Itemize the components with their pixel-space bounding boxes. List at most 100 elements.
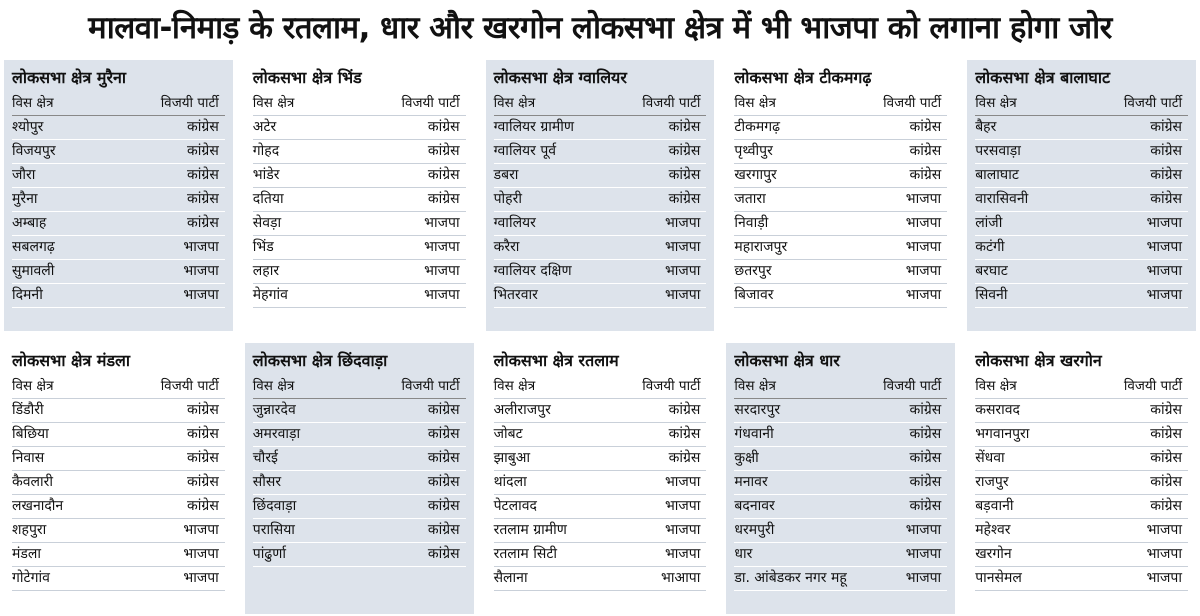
winning-party: कांग्रेस xyxy=(909,402,942,418)
seat-name: राजपुर xyxy=(975,474,1009,490)
seat-name: गंधवानी xyxy=(734,426,774,442)
table-header: विस क्षेत्र विजयी पार्टी xyxy=(493,92,707,116)
table-row: बरघाट भाजपा xyxy=(975,260,1188,284)
winning-party: भाजपा xyxy=(905,287,942,303)
winning-party: कांग्रेस xyxy=(1150,167,1182,183)
seat-name: गोटेगांव xyxy=(12,570,50,586)
winning-party: कांग्रेस xyxy=(427,143,460,159)
winning-party: भाजपा xyxy=(664,546,701,562)
table-row: बदनावर कांग्रेस xyxy=(734,495,948,519)
seat-name: बिजावर xyxy=(734,287,774,303)
table-row: परासिया कांग्रेस xyxy=(252,519,466,543)
table-row: धार भाजपा xyxy=(734,543,948,567)
seat-name: सैलाना xyxy=(493,570,528,586)
table-row: शहपुरा भाजपा xyxy=(12,519,225,543)
table-row: निवाड़ी भाजपा xyxy=(734,212,948,236)
seat-name: भिंड xyxy=(252,239,274,255)
panel-title: लोकसभा क्षेत्र खरगोन xyxy=(975,351,1102,370)
seat-name: भांडेर xyxy=(252,167,280,183)
winning-party: भाजपा xyxy=(183,570,219,586)
seat-name: पृथ्वीपुर xyxy=(734,143,773,159)
table-row: डा. आंबेडकर नगर महू भाजपा xyxy=(734,567,948,591)
seat-name: अटेर xyxy=(252,119,277,135)
table-row: ग्वालियर दक्षिण भाजपा xyxy=(493,260,707,284)
winning-party: कांग्रेस xyxy=(427,402,460,418)
winning-party: भाजपा xyxy=(664,215,701,231)
table-row: बड़वानी कांग्रेस xyxy=(975,495,1188,519)
table-row: भगवानपुरा कांग्रेस xyxy=(975,423,1188,447)
winning-party: भाजपा xyxy=(183,239,219,255)
header-cell: विजयी पार्टी xyxy=(160,378,219,394)
table-row: अम्बाह कांग्रेस xyxy=(12,212,225,236)
winning-party: कांग्रेस xyxy=(187,143,219,159)
table-row: दतिया कांग्रेस xyxy=(252,188,466,212)
table-row: छतरपुर भाजपा xyxy=(734,260,948,284)
seat-name: धार xyxy=(734,546,753,562)
header-cell: विजयी पार्टी xyxy=(401,95,460,111)
table-row: लखनादौन कांग्रेस xyxy=(12,495,225,519)
table-row: बैहर कांग्रेस xyxy=(975,116,1188,140)
seat-name: सबलगढ़ xyxy=(12,239,55,255)
header-cell: विस क्षेत्र xyxy=(252,378,295,394)
winning-party: कांग्रेस xyxy=(909,167,942,183)
seat-name: करैरा xyxy=(493,239,520,255)
seat-name: रतलाम सिटी xyxy=(493,546,558,562)
winning-party: भाजपा xyxy=(183,263,219,279)
seat-name: लांजी xyxy=(975,215,1003,231)
panel-title: लोकसभा क्षेत्र छिंदवाड़ा xyxy=(252,351,388,370)
table-row: पानसेमल भाजपा xyxy=(975,567,1188,591)
table-row: लहार भाजपा xyxy=(252,260,466,284)
winning-party: भाजपा xyxy=(424,215,460,231)
table-header: विस क्षेत्र विजयी पार्टी xyxy=(12,375,225,399)
seat-name: सेंधवा xyxy=(975,450,1005,466)
winning-party: कांग्रेस xyxy=(427,119,460,135)
winning-party: भाजपा xyxy=(664,263,701,279)
table-row: राजपुर कांग्रेस xyxy=(975,471,1188,495)
header-cell: विस क्षेत्र xyxy=(975,378,1017,394)
table-row: अटेर कांग्रेस xyxy=(252,116,466,140)
table-row: ग्वालियर भाजपा xyxy=(493,212,707,236)
table-row: धरमपुरी भाजपा xyxy=(734,519,948,543)
table-row: डबरा कांग्रेस xyxy=(493,164,707,188)
constituency-panel: लोकसभा क्षेत्र ग्वालियर विस क्षेत्र विजयी … xyxy=(485,60,715,331)
header-cell: विस क्षेत्र xyxy=(493,95,536,111)
table-row: भितरवार भाजपा xyxy=(493,284,707,308)
seat-name: ग्वालियर ग्रामीण xyxy=(493,119,574,135)
seat-name: मनावर xyxy=(734,474,768,490)
constituency-panel: लोकसभा क्षेत्र छिंदवाड़ा विस क्षेत्र विजयी… xyxy=(244,343,474,614)
seat-name: पोहरी xyxy=(493,191,522,207)
winning-party: कांग्रेस xyxy=(909,119,942,135)
table-row: कसरावद कांग्रेस xyxy=(975,399,1188,423)
table-row: करैरा भाजपा xyxy=(493,236,707,260)
winning-party: भाजपा xyxy=(664,522,701,538)
winning-party: कांग्रेस xyxy=(187,474,219,490)
seat-name: जतारा xyxy=(734,191,766,207)
winning-party: भाजपा xyxy=(183,546,219,562)
winning-party: कांग्रेस xyxy=(668,426,701,442)
panel-title: लोकसभा क्षेत्र रतलाम xyxy=(493,351,619,370)
winning-party: कांग्रेस xyxy=(1150,474,1182,490)
winning-party: कांग्रेस xyxy=(427,498,460,514)
seat-name: झाबुआ xyxy=(493,450,531,466)
seat-name: बालाघाट xyxy=(975,167,1019,183)
panel-title: लोकसभा क्षेत्र बालाघाट xyxy=(975,68,1111,87)
header-cell: विजयी पार्टी xyxy=(642,95,701,111)
winning-party: भाजपा xyxy=(1146,215,1182,231)
table-row: झाबुआ कांग्रेस xyxy=(493,447,707,471)
winning-party: भाजपा xyxy=(1146,546,1182,562)
table-row: दिमनी भाजपा xyxy=(12,284,225,308)
panel-title: लोकसभा क्षेत्र धार xyxy=(734,351,840,370)
table-row: मेहगांव भाजपा xyxy=(252,284,466,308)
table-row: विजयपुर कांग्रेस xyxy=(12,140,225,164)
seat-name: निवास xyxy=(12,450,45,466)
table-header: विस क्षेत्र विजयी पार्टी xyxy=(975,375,1188,399)
table-row: श्योपुर कांग्रेस xyxy=(12,116,225,140)
table-row: लांजी भाजपा xyxy=(975,212,1188,236)
seat-name: खरगोन xyxy=(975,546,1012,562)
seat-name: थांदला xyxy=(493,474,527,490)
winning-party: कांग्रेस xyxy=(427,546,460,562)
winning-party: भाजपा xyxy=(424,287,460,303)
table-row: खरगापुर कांग्रेस xyxy=(734,164,948,188)
table-row: मंडला भाजपा xyxy=(12,543,225,567)
